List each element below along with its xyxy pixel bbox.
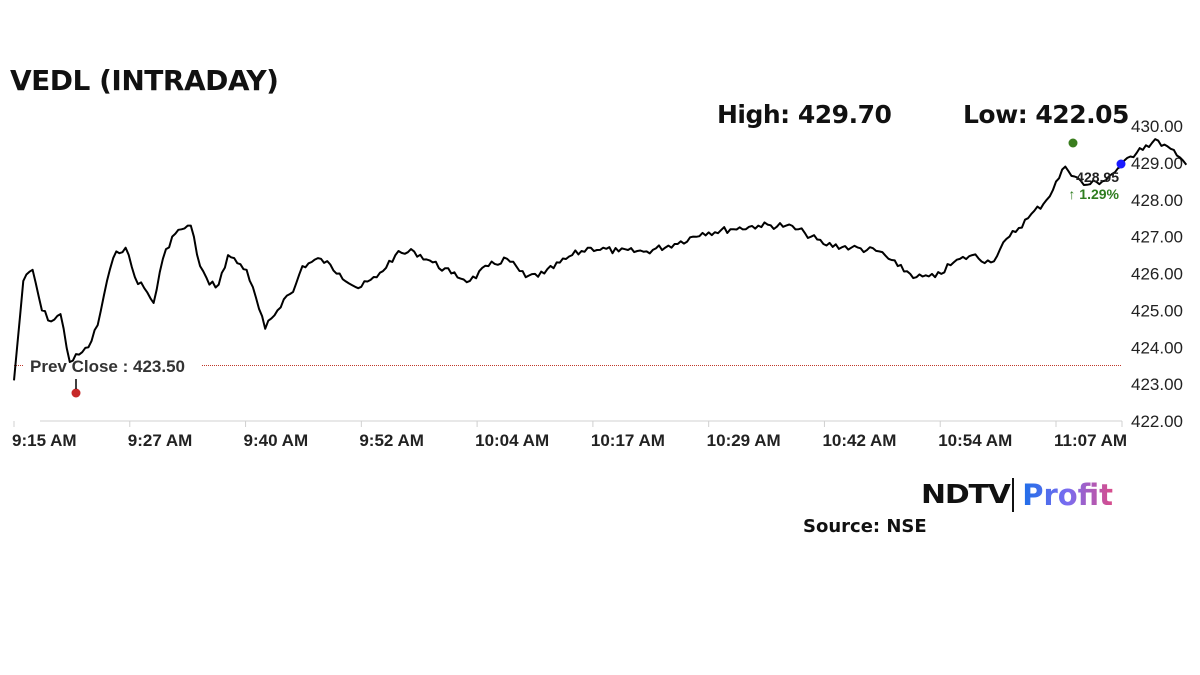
logo-ndtv: NDTV [921,480,1011,510]
logo-divider [1012,478,1015,512]
day-high-label: High: 429.70 [717,100,892,129]
x-tick-label: 10:04 AM [475,431,549,450]
y-tick-label: 423.00 [1131,375,1183,394]
last-price-marker [1116,159,1126,169]
change-percent-label: ↑ 1.29% [1068,186,1119,202]
y-tick-label: 424.00 [1131,338,1183,357]
x-tick-label: 10:29 AM [707,431,781,450]
logo-profit: Profit [1022,478,1114,512]
x-tick-label: 11:07 AM [1054,431,1127,450]
y-tick-label: 425.00 [1131,301,1183,320]
x-tick-label: 9:15 AM [12,431,77,450]
x-tick-label: 10:17 AM [591,431,665,450]
x-tick-label: 10:54 AM [938,431,1012,450]
y-tick-label: 422.00 [1131,412,1183,431]
source-label: Source: NSE [803,516,927,537]
last-price-label: 428.95 [1076,169,1119,185]
day-low-label: Low: 422.05 [963,100,1129,129]
x-tick-label: 9:52 AM [359,431,424,450]
high-marker [1068,138,1078,148]
x-tick-label: 10:42 AM [822,431,896,450]
x-tick-label: 9:40 AM [244,431,309,450]
y-tick-label: 429.00 [1131,154,1183,173]
y-tick-label: 427.00 [1131,228,1183,247]
y-axis: 430.00 429.00 428.00 427.00 426.00 425.00 424.… [1131,117,1183,431]
x-axis: 9:15 AM 9:27 AM 9:40 AM 9:52 AM 10:04 AM 10:1… [12,420,1127,450]
x-tick-label: 9:27 AM [128,431,193,450]
y-tick-label: 426.00 [1131,265,1183,284]
low-marker [71,388,81,398]
prev-close-label: Prev Close : 423.50 [30,357,185,376]
y-tick-label: 430.00 [1131,117,1183,136]
y-tick-label: 428.00 [1131,191,1183,210]
chart-title: VEDL (INTRADAY) [10,64,279,97]
ndtv-profit-logo: NDTV Profit [921,478,1113,512]
price-line [13,138,1188,381]
